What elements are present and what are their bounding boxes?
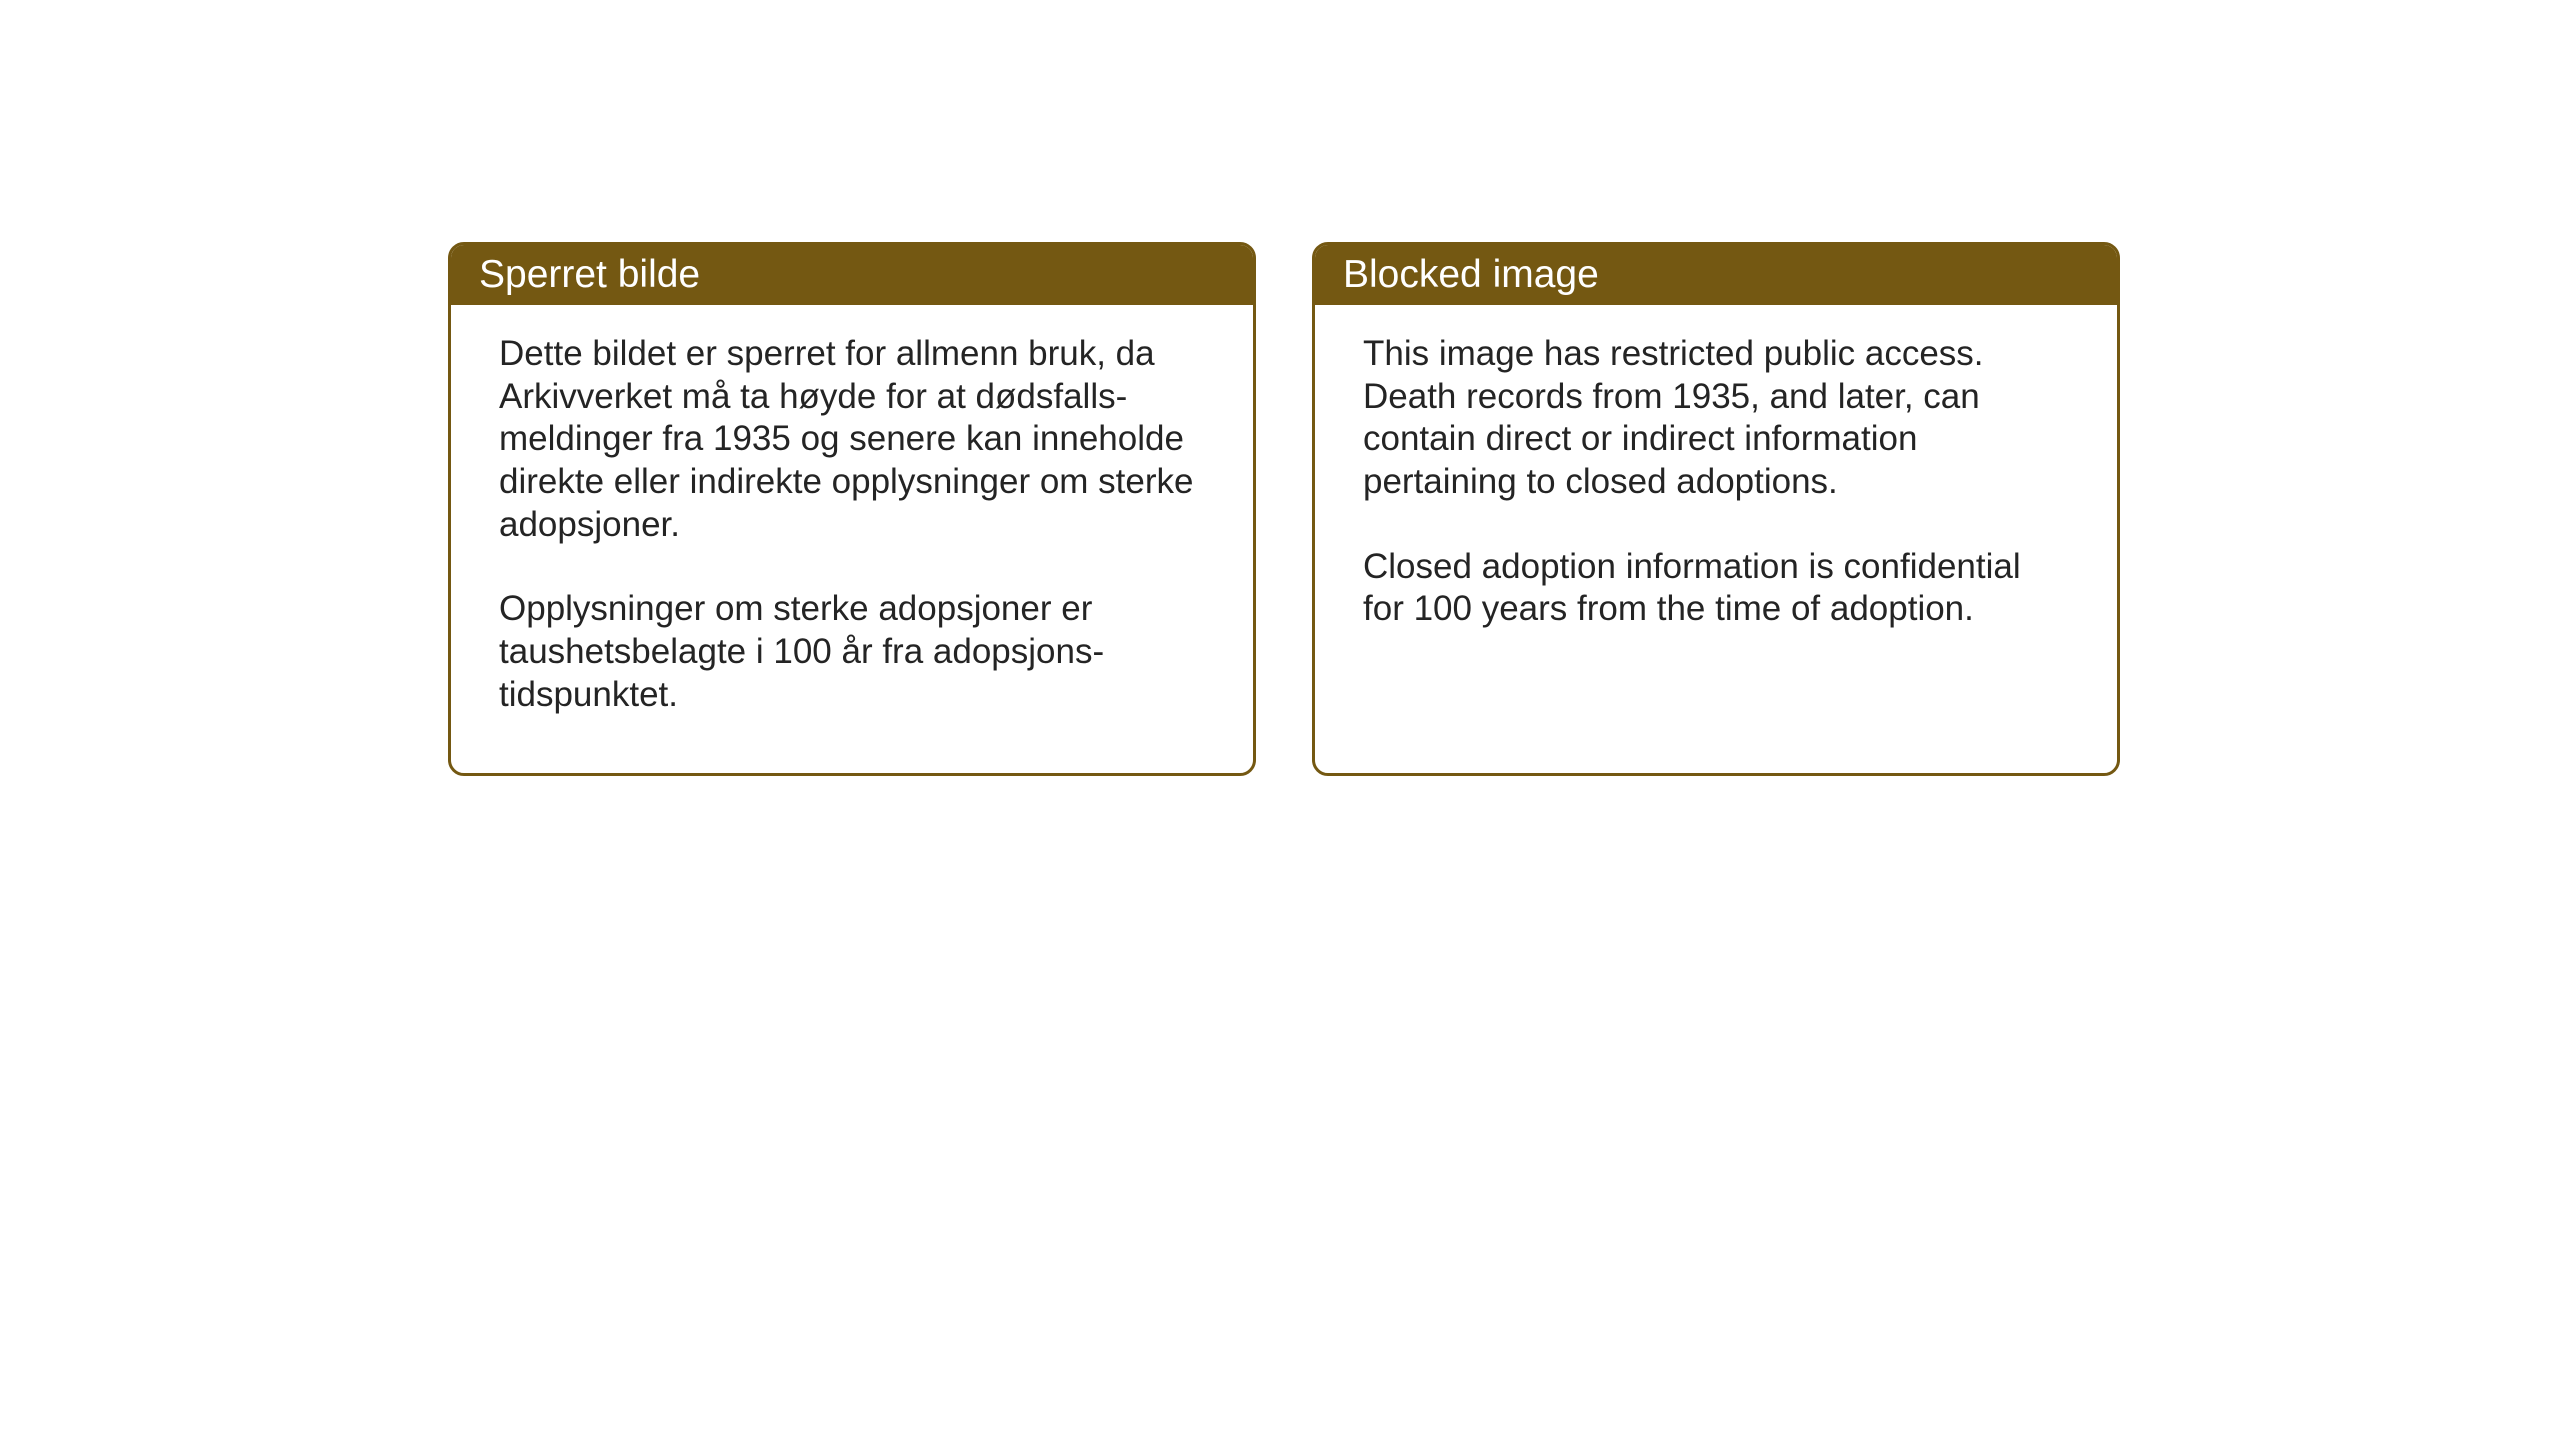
- notice-title-english: Blocked image: [1343, 253, 1599, 296]
- notice-paragraph-1-norwegian: Dette bildet er sperret for allmenn bruk…: [499, 333, 1205, 546]
- notice-card-english: Blocked image This image has restricted …: [1312, 242, 2120, 776]
- notice-paragraph-1-english: This image has restricted public access.…: [1363, 333, 2069, 504]
- notice-header-english: Blocked image: [1315, 245, 2117, 305]
- notice-body-norwegian: Dette bildet er sperret for allmenn bruk…: [451, 305, 1253, 773]
- notice-paragraph-2-norwegian: Opplysninger om sterke adopsjoner er tau…: [499, 588, 1205, 716]
- notice-container: Sperret bilde Dette bildet er sperret fo…: [448, 242, 2120, 776]
- notice-title-norwegian: Sperret bilde: [479, 253, 700, 296]
- notice-card-norwegian: Sperret bilde Dette bildet er sperret fo…: [448, 242, 1256, 776]
- notice-body-english: This image has restricted public access.…: [1315, 305, 2117, 687]
- notice-paragraph-2-english: Closed adoption information is confident…: [1363, 546, 2069, 631]
- notice-header-norwegian: Sperret bilde: [451, 245, 1253, 305]
